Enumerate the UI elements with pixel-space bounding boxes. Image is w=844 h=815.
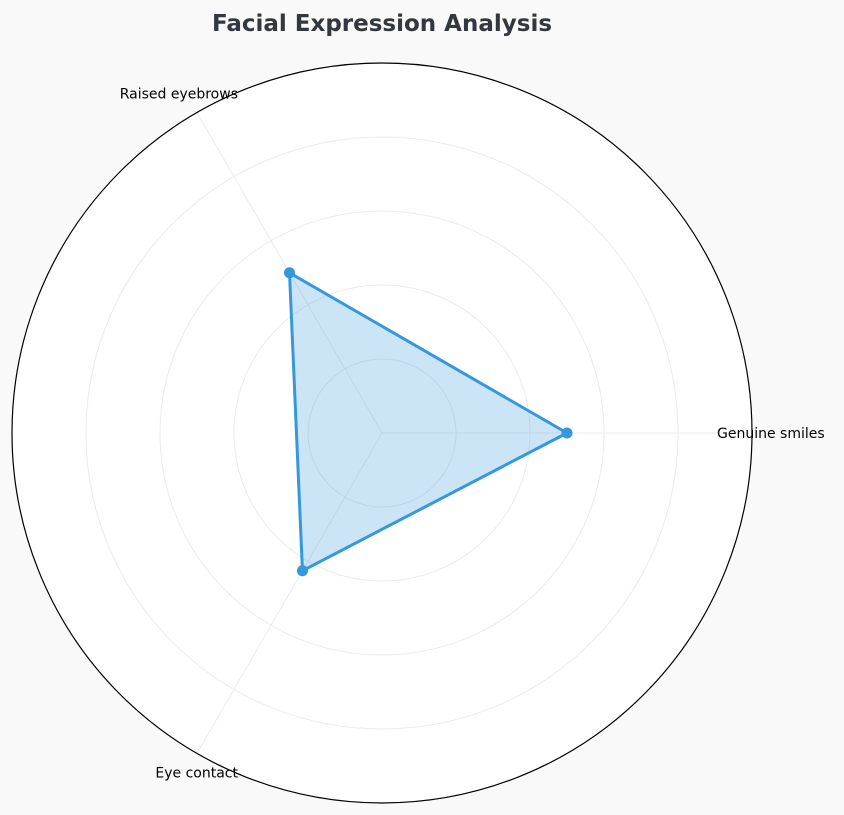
plot-frame bbox=[11, 62, 753, 804]
axis-label: Genuine smiles bbox=[717, 426, 825, 442]
series-group bbox=[284, 267, 573, 577]
series-area bbox=[289, 272, 567, 571]
axis-labels: Genuine smiles Raised eyebrows Eye contact bbox=[120, 87, 825, 782]
axis-label: Eye contact bbox=[155, 765, 238, 781]
data-point bbox=[284, 267, 295, 279]
chart-title: Facial Expression Analysis bbox=[212, 11, 552, 37]
data-point bbox=[296, 565, 308, 577]
axis-spoke bbox=[196, 432, 383, 754]
series-line bbox=[288, 271, 569, 573]
axis-label: Raised eyebrows bbox=[120, 87, 238, 103]
data-point bbox=[561, 427, 573, 439]
